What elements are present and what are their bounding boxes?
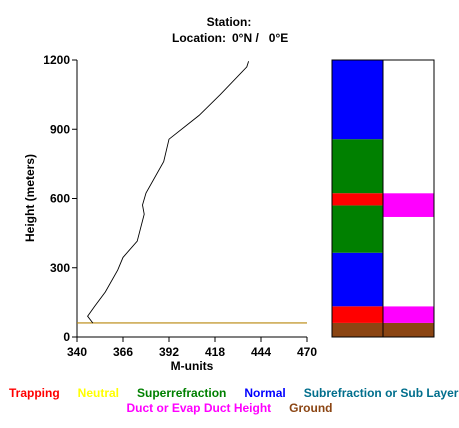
duct-band-duct-3 xyxy=(383,193,434,217)
x-tick-label-5: 470 xyxy=(297,345,317,359)
x-tick-label-2: 392 xyxy=(159,345,179,359)
x-tick-label-4: 444 xyxy=(251,345,271,359)
location-value: 0°N / 0°E xyxy=(232,31,288,45)
refraction-band-trapping-4 xyxy=(332,193,383,206)
refractivity-chart: Station: Location: 0°N / 0°E 0 300 600 900 1… xyxy=(23,15,435,373)
legend-row-1: Trapping Neutral Superrefraction Normal Subr… xyxy=(0,386,459,400)
duct-band-empty-4 xyxy=(383,60,434,194)
refraction-band-normal-6 xyxy=(332,60,383,140)
x-tick-label-3: 418 xyxy=(205,345,225,359)
x-tick-label-0: 340 xyxy=(67,345,87,359)
refraction-band-trapping-1 xyxy=(332,306,383,323)
legend-item-neutral: Neutral xyxy=(77,386,120,400)
y-tick-label-0: 0 xyxy=(63,330,70,344)
legend-item-subrefraction-or-sub-layer: Subrefraction or Sub Layer xyxy=(303,386,459,400)
legend-item-normal: Normal xyxy=(244,386,286,400)
m-unit-profile-line-0 xyxy=(87,61,250,324)
legend-item-ground: Ground xyxy=(289,401,333,415)
plot-area: 0 300 600 900 1200 340 366 392 418 444 470 xyxy=(43,53,317,359)
y-tick-label-1: 300 xyxy=(50,261,70,275)
refraction-band-normal-2 xyxy=(332,252,383,307)
refraction-band-ground-0 xyxy=(332,322,383,337)
legend-row-2: Duct or Evap Duct Height Ground xyxy=(0,401,459,415)
refraction-band-superrefraction-5 xyxy=(332,139,383,194)
legend-item-trapping: Trapping xyxy=(9,386,60,400)
y-axis-label: Height (meters) xyxy=(23,154,37,242)
duct-band-duct-1 xyxy=(383,306,434,323)
y-tick-label-4: 1200 xyxy=(43,53,70,67)
duct-band-empty-2 xyxy=(383,216,434,307)
x-axis-label: M-units xyxy=(171,359,214,373)
y-tick-label-2: 600 xyxy=(50,192,70,206)
refraction-strip xyxy=(331,59,435,338)
x-tick-label-1: 366 xyxy=(113,345,133,359)
station-label: Station: xyxy=(207,15,252,29)
location-label: Location: xyxy=(172,31,226,45)
refraction-band-superrefraction-3 xyxy=(332,205,383,253)
duct-band-ground-0 xyxy=(383,322,434,337)
y-tick-label-3: 900 xyxy=(50,122,70,136)
legend-item-superrefraction: Superrefraction xyxy=(137,386,227,400)
legend-item-duct-or-evap-duct-height: Duct or Evap Duct Height xyxy=(126,401,272,415)
